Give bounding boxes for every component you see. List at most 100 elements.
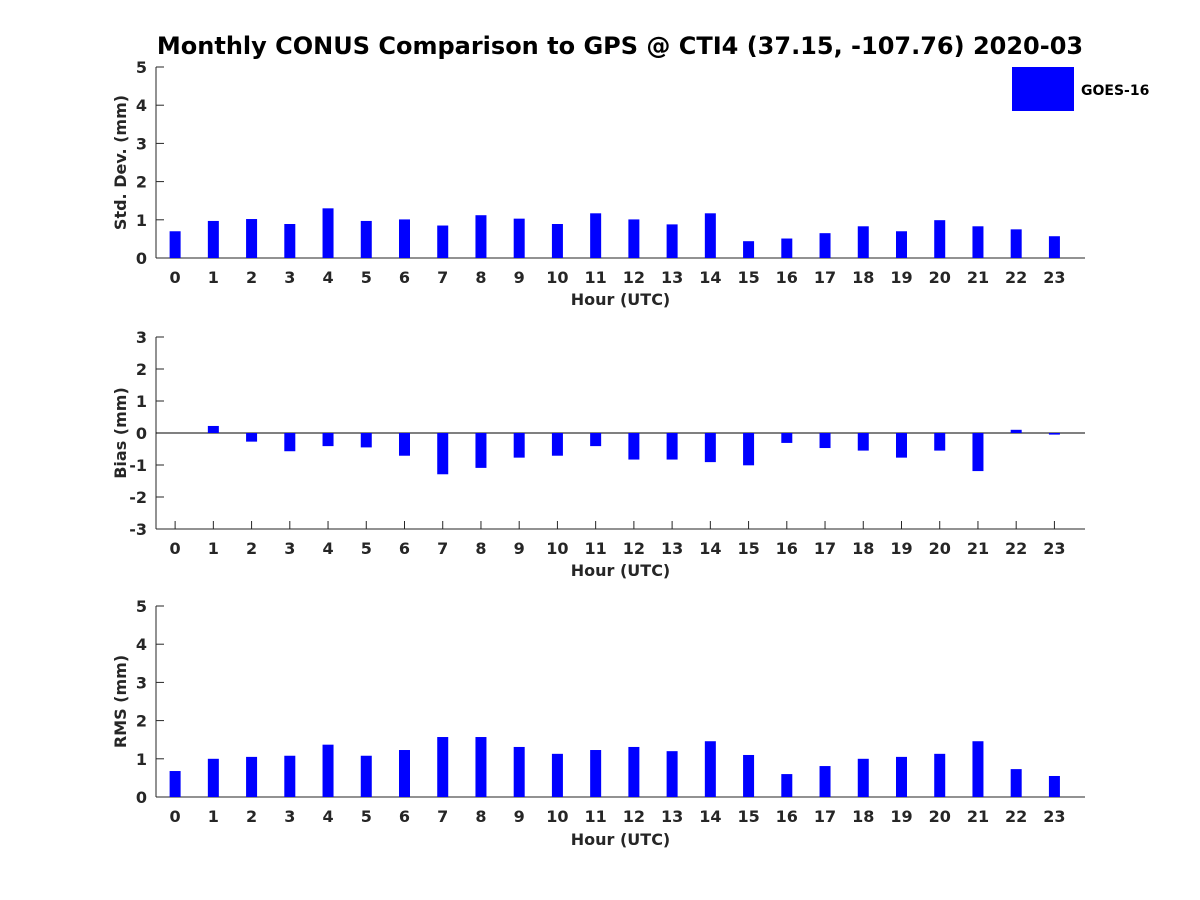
y-tick-label: 1 [136,750,147,769]
x-tick-label: 14 [699,268,721,287]
x-tick-label: 8 [475,807,486,826]
bar-std-dev-hour-6 [398,219,410,258]
y-tick-label: -1 [129,456,147,475]
x-tick-label: 1 [208,807,219,826]
x-tick-label: 6 [399,539,410,558]
bar-rms-hour-6 [398,750,410,797]
bar-rms-hour-13 [666,751,678,797]
bar-bias-hour-12 [628,433,640,460]
x-tick-label: 18 [852,268,874,287]
x-tick-label: 9 [514,539,525,558]
bar-rms-hour-5 [360,755,372,797]
bar-bias-hour-15 [743,433,755,466]
bar-bias-hour-5 [360,433,372,448]
x-tick-label: 5 [361,807,372,826]
x-tick-label: 7 [437,539,448,558]
x-tick-label: 3 [284,539,295,558]
x-tick-label: 5 [361,539,372,558]
x-tick-label: 23 [1043,268,1065,287]
x-tick-label: 13 [661,539,683,558]
x-tick-label: 12 [623,539,645,558]
bar-rms-hour-3 [284,755,296,797]
x-tick-label: 20 [929,807,951,826]
y-tick-label: 0 [136,249,147,268]
x-tick-label: 14 [699,807,721,826]
chart-title: Monthly CONUS Comparison to GPS @ CTI4 (… [157,32,1083,60]
x-axis-label: Hour (UTC) [571,561,671,580]
x-tick-label: 7 [437,807,448,826]
x-tick-label: 8 [475,268,486,287]
bar-std-dev-hour-7 [437,225,449,258]
x-tick-label: 20 [929,539,951,558]
bar-bias-hour-2 [246,433,258,442]
bar-rms-hour-17 [819,766,831,797]
x-tick-label: 17 [814,268,836,287]
x-tick-label: 1 [208,539,219,558]
bar-rms-hour-10 [551,753,563,797]
y-tick-label: 5 [136,58,147,77]
x-tick-label: 10 [546,268,568,287]
y-tick-label: 1 [136,211,147,230]
x-tick-label: 11 [585,539,607,558]
bar-std-dev-hour-21 [972,226,984,258]
bar-std-dev-hour-3 [284,224,296,258]
x-tick-label: 9 [514,268,525,287]
y-tick-label: 3 [136,134,147,153]
x-tick-label: 16 [776,807,798,826]
x-tick-label: 17 [814,539,836,558]
x-tick-label: 20 [929,268,951,287]
x-tick-label: 4 [322,539,333,558]
bar-rms-hour-18 [857,758,869,797]
bar-bias-hour-11 [590,433,602,447]
x-tick-label: 2 [246,807,257,826]
x-tick-label: 7 [437,268,448,287]
y-tick-label: 1 [136,392,147,411]
bar-bias-hour-21 [972,433,984,472]
bar-bias-hour-14 [704,433,716,463]
bar-bias-hour-10 [551,433,563,456]
bar-std-dev-hour-20 [934,220,946,258]
bar-rms-hour-0 [169,771,181,797]
x-tick-label: 0 [170,539,181,558]
x-tick-label: 22 [1005,807,1027,826]
y-tick-label: 2 [136,360,147,379]
bar-bias-hour-20 [934,433,946,451]
bar-std-dev-hour-2 [246,219,258,258]
y-tick-label: 4 [136,96,147,115]
bar-std-dev-hour-19 [895,231,907,258]
bar-rms-hour-4 [322,744,334,797]
bar-std-dev-hour-11 [590,213,602,258]
x-tick-label: 1 [208,268,219,287]
bar-bias-hour-18 [857,433,869,451]
bar-rms-hour-15 [743,754,755,797]
y-tick-label: 0 [136,424,147,443]
x-tick-label: 3 [284,268,295,287]
bar-rms-hour-2 [246,756,258,797]
y-tick-label: -2 [129,488,147,507]
x-axis-label: Hour (UTC) [571,830,671,849]
bar-std-dev-hour-5 [360,220,372,258]
bar-rms-hour-7 [437,737,449,797]
legend-label: GOES-16 [1081,83,1149,99]
bar-std-dev-hour-4 [322,208,334,258]
bar-bias-hour-23 [1048,433,1060,435]
y-axis-label: RMS (mm) [111,655,130,748]
x-tick-label: 11 [585,807,607,826]
bar-bias-hour-3 [284,433,296,452]
bar-rms-hour-20 [934,753,946,797]
x-tick-label: 18 [852,807,874,826]
bar-std-dev-hour-16 [781,238,793,258]
bar-std-dev-hour-10 [551,224,563,258]
bar-bias-hour-17 [819,433,831,449]
x-tick-label: 6 [399,268,410,287]
bar-std-dev-hour-14 [704,213,716,258]
bar-bias-hour-22 [1010,429,1022,433]
bar-std-dev-hour-18 [857,226,869,258]
x-tick-label: 23 [1043,539,1065,558]
x-tick-label: 13 [661,268,683,287]
x-tick-label: 22 [1005,539,1027,558]
bar-std-dev-hour-13 [666,224,678,258]
x-tick-label: 11 [585,268,607,287]
x-tick-label: 10 [546,807,568,826]
